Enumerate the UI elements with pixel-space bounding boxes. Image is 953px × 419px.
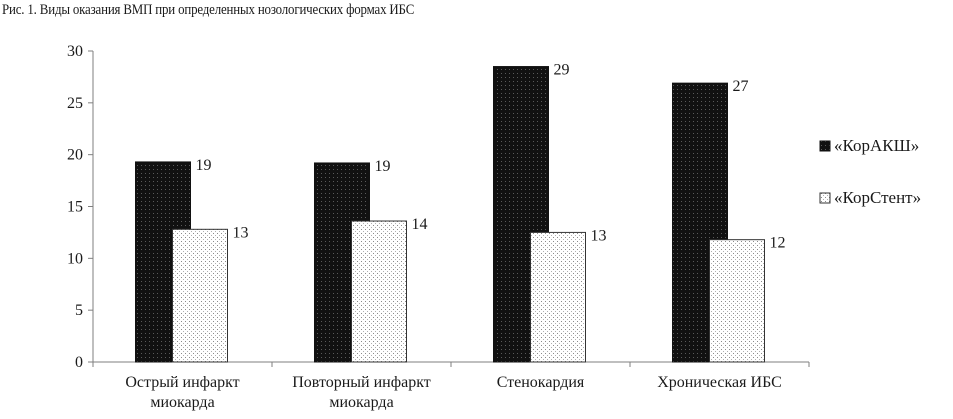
y-tick-label: 0 [75,354,83,371]
legend-swatch [819,192,831,204]
data-label: 19 [375,158,391,175]
x-category-label: Повторный инфаркт миокарда [292,374,431,411]
bar-korstent [172,228,228,363]
x-category-label-line: Хроническая ИБС [657,374,782,391]
legend-label: «КорАКШ» [834,136,919,155]
y-tick-label: 15 [67,199,83,216]
labels-group: Острый инфаркт миокарда Повторный инфаркт м… [125,62,785,411]
y-tick-label: 30 [67,43,83,60]
legend-label: «КорСтент» [834,188,921,207]
axes-group: 0 5 10 15 20 25 30 [67,43,810,371]
data-label: 12 [770,235,786,252]
x-category-label: Хроническая ИБС [657,374,782,391]
x-category-label-line: Стенокардия [497,374,585,391]
legend-swatch [819,140,831,152]
y-tick-label: 25 [67,95,83,112]
data-label: 14 [412,216,428,233]
bar-korakSh [672,82,728,363]
data-label: 19 [196,157,212,174]
bar-korstent [351,220,407,363]
data-label: 13 [591,227,607,244]
x-category-label: Стенокардия [497,374,585,391]
x-category-label-line: миокарда [150,394,214,411]
data-label: 29 [554,62,570,79]
bars-group [135,66,765,363]
bar-korstent [530,231,586,363]
x-category-label-line: Острый инфаркт [125,374,239,391]
bar-korstent [709,239,765,363]
x-category-label: Острый инфаркт миокарда [125,374,239,411]
x-category-label-line: миокарда [329,394,393,411]
y-tick-label: 5 [75,302,83,319]
x-category-label-line: Повторный инфаркт [292,374,431,391]
data-label: 27 [733,78,749,95]
y-tick-label: 10 [67,250,83,267]
y-tick-label: 20 [67,147,83,164]
figure-caption: Рис. 1. Виды оказания ВМП при определенн… [2,2,415,18]
data-label: 13 [233,224,249,241]
legend: «КорАКШ» «КорСтент» [819,136,921,207]
